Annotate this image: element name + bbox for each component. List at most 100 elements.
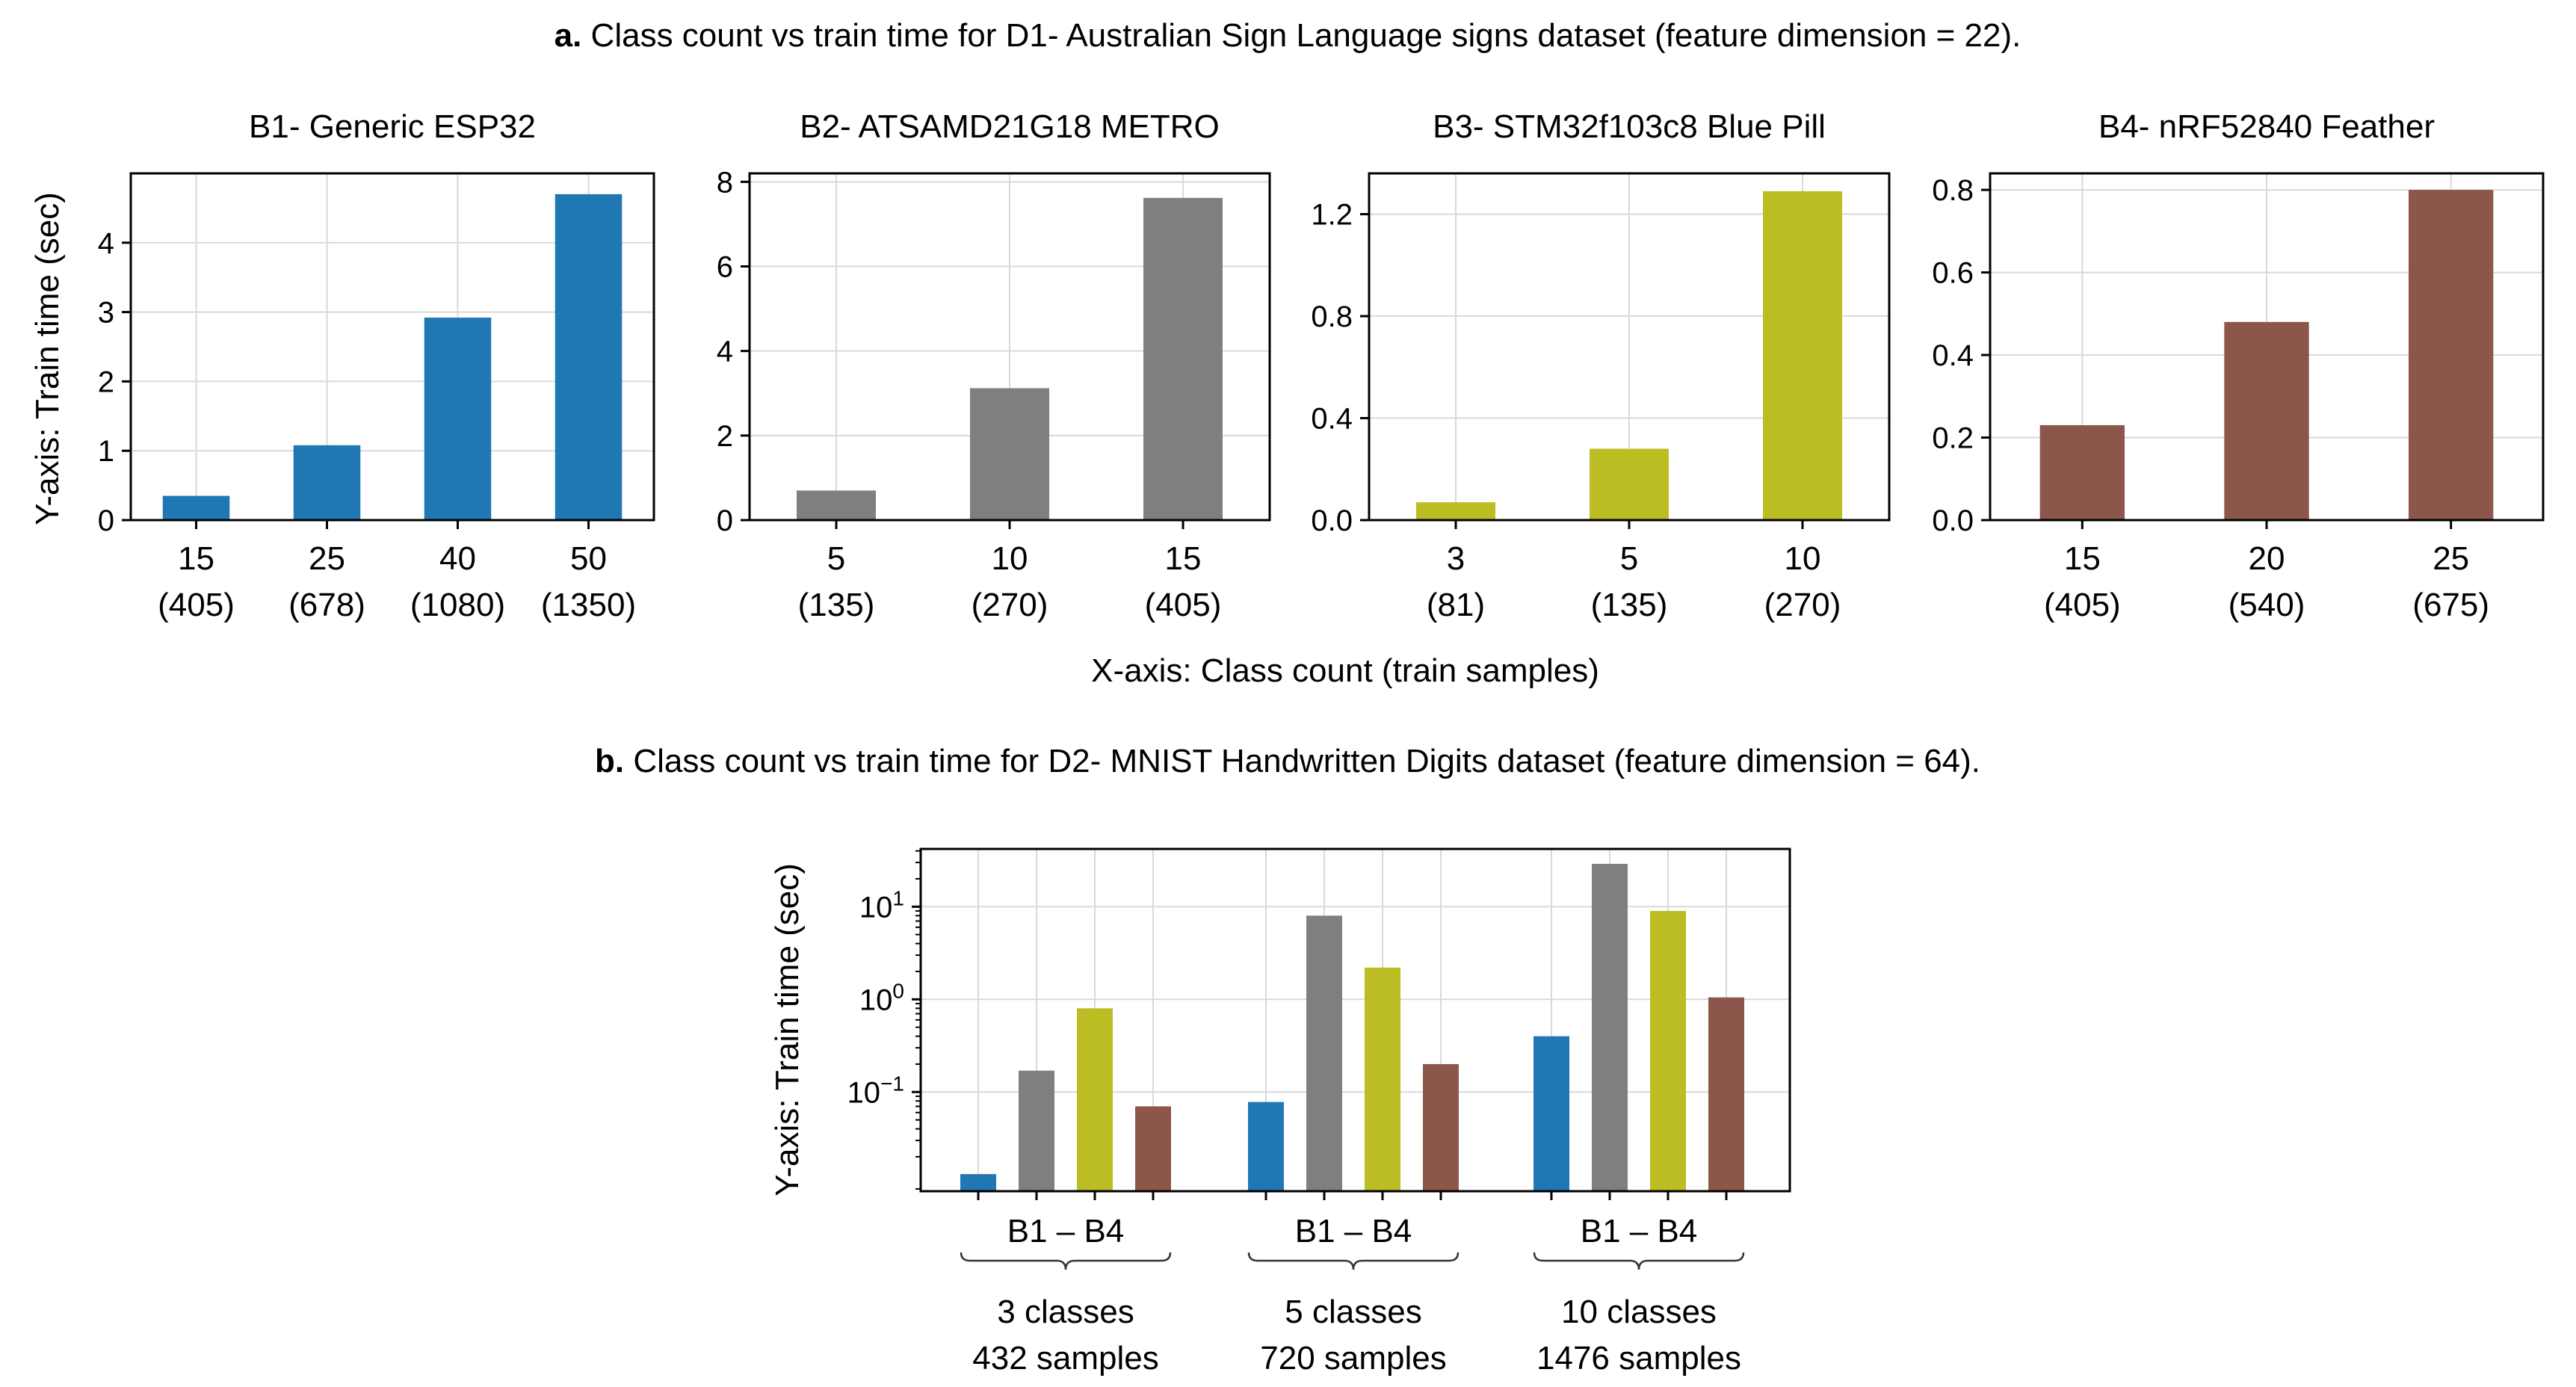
bar — [293, 445, 361, 520]
x-tick-sublabel: (405) — [1145, 587, 1222, 623]
chart-title: B3- STM32f103c8 Blue Pill — [1433, 108, 1826, 145]
y-tick-label: 4 — [717, 336, 733, 368]
bar — [162, 495, 230, 520]
caption-b: b. Class count vs train time for D2- MNI… — [595, 743, 1980, 779]
top-x-axis-label: X-axis: Class count (train samples) — [1091, 652, 1599, 689]
y-tick-label: 3 — [98, 297, 114, 330]
bar — [1135, 1106, 1171, 1191]
y-tick-label: 0.8 — [1932, 174, 1974, 207]
group-brace — [1533, 1252, 1745, 1270]
x-tick-label: 15 — [2064, 540, 2101, 577]
bar — [1077, 1008, 1113, 1191]
chart-title: B1- Generic ESP32 — [249, 108, 536, 145]
chart-title: B4- nRF52840 Feather — [2098, 108, 2435, 145]
y-tick-label: 1.2 — [1311, 199, 1353, 232]
y-tick-label: 6 — [717, 250, 733, 283]
group-brace-label: B1 – B4 — [1007, 1213, 1125, 1249]
x-tick-sublabel: (678) — [288, 587, 365, 623]
y-tick-label: 0.8 — [1311, 300, 1353, 333]
x-tick-sublabel: (1080) — [410, 587, 505, 623]
y-tick-label: 0.0 — [1311, 504, 1353, 537]
x-tick-label: 5 — [827, 540, 845, 577]
caption-a-label: a. — [555, 17, 582, 54]
bar — [1416, 502, 1495, 520]
group-label-samples: 720 samples — [1260, 1340, 1446, 1377]
y-tick-label: 0.0 — [1932, 504, 1974, 537]
y-tick-label: 10−1 — [847, 1072, 904, 1109]
bar — [1592, 863, 1628, 1191]
bar — [2409, 190, 2494, 520]
x-tick-sublabel: (540) — [2228, 587, 2305, 623]
y-tick-label: 100 — [859, 979, 904, 1016]
bar — [1708, 997, 1744, 1191]
x-tick-label: 3 — [1447, 540, 1465, 577]
x-tick-label: 15 — [178, 540, 214, 577]
chart-title: B2- ATSAMD21G18 METRO — [800, 108, 1220, 145]
y-tick-label: 2 — [98, 365, 114, 398]
bar — [1423, 1063, 1459, 1191]
x-tick-label: 10 — [992, 540, 1028, 577]
y-tick-label: 0.4 — [1311, 403, 1353, 436]
y-tick-label: 8 — [717, 166, 733, 199]
bar — [1248, 1102, 1284, 1191]
bar — [960, 1174, 996, 1191]
y-tick-label: 0.4 — [1932, 339, 1974, 372]
bar — [1533, 1036, 1569, 1191]
x-tick-sublabel: (270) — [972, 587, 1048, 623]
bar — [1306, 915, 1342, 1191]
x-tick-label: 5 — [1620, 540, 1638, 577]
group-brace-label: B1 – B4 — [1581, 1213, 1698, 1249]
group-brace — [960, 1252, 1172, 1270]
x-tick-label: 40 — [439, 540, 476, 577]
caption-b-text: Class count vs train time for D2- MNIST … — [624, 743, 1980, 779]
bar — [2224, 321, 2309, 520]
bar — [1650, 910, 1686, 1191]
x-tick-label: 15 — [1165, 540, 1202, 577]
x-tick-sublabel: (405) — [2044, 587, 2121, 623]
plot-frame — [129, 172, 655, 522]
bar — [1365, 967, 1400, 1191]
y-tick-label: 1 — [98, 435, 114, 468]
chart-panel-5: 10−1 100 101 B1 – B4 3 classes 432 samples B1 … — [847, 847, 1791, 1377]
x-tick-label: 25 — [2433, 540, 2469, 577]
bar — [1763, 191, 1842, 520]
chart-panel-4: 0.0 0.2 0.4 0.6 0.8 15 (405) 20 (540) 25 (675) B4- … — [1932, 108, 2545, 623]
y-tick-label: 0.2 — [1932, 422, 1974, 455]
y-tick-label: 4 — [98, 227, 114, 260]
x-tick-sublabel: (135) — [1591, 587, 1668, 623]
x-tick-label: 10 — [1785, 540, 1821, 577]
caption-a: a. Class count vs train time for D1- Aus… — [555, 17, 2021, 54]
bar — [1143, 197, 1223, 520]
chart-panel-1: 0 1 2 3 4 15 (405) 25 (678) 40 (1080) 50 (1350) B1- G… — [98, 108, 655, 623]
bottom-y-axis-label: Y-axis: Train time (sec) — [769, 863, 806, 1196]
bar — [1019, 1070, 1054, 1191]
x-tick-sublabel: (135) — [798, 587, 875, 623]
bar — [970, 388, 1049, 520]
x-tick-sublabel: (405) — [158, 587, 235, 623]
group-label-classes: 5 classes — [1285, 1294, 1421, 1330]
x-tick-sublabel: (81) — [1427, 587, 1485, 623]
caption-a-text: Class count vs train time for D1- Austra… — [581, 17, 2021, 54]
y-tick-label: 0.6 — [1932, 257, 1974, 290]
bar — [424, 318, 492, 520]
bar — [2039, 424, 2125, 520]
group-label-classes: 10 classes — [1561, 1294, 1717, 1330]
caption-b-label: b. — [595, 743, 624, 779]
chart-panel-2: 0 2 4 6 8 5 (135) 10 (270) 15 (405) B2- ATSAMD21G18… — [717, 108, 1271, 623]
x-tick-sublabel: (1350) — [541, 587, 636, 623]
y-tick-label: 101 — [859, 886, 904, 924]
top-y-axis-label: Y-axis: Train time (sec) — [29, 192, 66, 525]
group-label-samples: 1476 samples — [1536, 1340, 1741, 1377]
bar — [555, 194, 623, 520]
x-tick-sublabel: (675) — [2412, 587, 2489, 623]
x-tick-sublabel: (270) — [1764, 587, 1841, 623]
bar — [797, 490, 876, 520]
group-brace — [1247, 1252, 1460, 1270]
y-tick-label: 0 — [717, 504, 733, 537]
chart-panel-3: 0.0 0.4 0.8 1.2 3 (81) 5 (135) 10 (270) B3- STM32f… — [1311, 108, 1891, 623]
x-tick-label: 20 — [2249, 540, 2285, 577]
x-tick-label: 25 — [309, 540, 345, 577]
chart-panels: 0 1 2 3 4 15 (405) 25 (678) 40 (1080) 5 0 (1350) B1- G… — [98, 108, 2545, 1377]
y-tick-label: 0 — [98, 504, 114, 537]
